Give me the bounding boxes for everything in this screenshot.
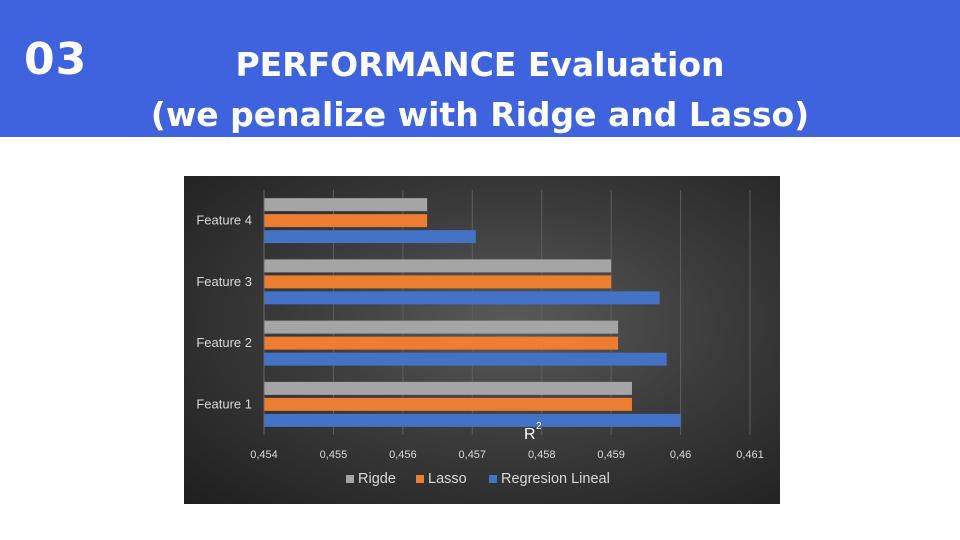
x-tick-label: 0,46 [670, 449, 691, 461]
bar-regresion-lineal [264, 230, 476, 244]
bar-regresion-lineal [264, 413, 681, 427]
bar-chart: 0,454 0,455 0,456 0,457 0,458 0,459 0,46 0,461 F… [196, 190, 764, 487]
bar-ridge [264, 198, 428, 212]
x-tick-label: 0,458 [528, 449, 556, 461]
category-label: Feature 2 [196, 335, 252, 350]
bar-ridge [264, 259, 612, 273]
slide-title-line-1: PERFORMANCE Evaluation [235, 45, 725, 84]
x-tick-label: 0,461 [736, 449, 764, 461]
x-tick-label: 0,457 [459, 449, 487, 461]
x-tick-label: 0,454 [250, 449, 278, 461]
slide-number: 03 [24, 34, 88, 85]
x-axis-title-superscript: 2 [536, 421, 542, 432]
bar-ridge [264, 320, 619, 334]
chart-panel: 0,454 0,455 0,456 0,457 0,458 0,459 0,46 0,461 F… [184, 176, 780, 504]
legend-label: Rigde [358, 471, 396, 487]
bar-lasso [264, 275, 612, 289]
legend-label: Lasso [428, 471, 467, 487]
slide-title-line-2: (we penalize with Ridge and Lasso) [150, 95, 810, 134]
legend-label: Regresion Lineal [501, 471, 610, 487]
x-tick-label: 0,455 [320, 449, 348, 461]
title-banner: 03 PERFORMANCE Evaluation (we penalize w… [0, 0, 960, 137]
bar-lasso [264, 397, 632, 411]
x-tick-label: 0,459 [597, 449, 625, 461]
bar-ridge [264, 381, 632, 395]
legend-swatch [346, 475, 354, 483]
slide-title: PERFORMANCE Evaluation (we penalize with… [120, 40, 840, 140]
bar-regresion-lineal [264, 291, 660, 305]
category-label: Feature 3 [196, 274, 252, 289]
legend-swatch [416, 475, 424, 483]
bar-regresion-lineal [264, 352, 667, 366]
bar-lasso [264, 336, 619, 350]
legend-swatch [489, 475, 497, 483]
x-axis-title: R [524, 426, 536, 443]
category-label: Feature 1 [196, 396, 252, 411]
category-label: Feature 4 [196, 213, 252, 228]
bar-lasso [264, 214, 428, 228]
x-tick-label: 0,456 [389, 449, 417, 461]
